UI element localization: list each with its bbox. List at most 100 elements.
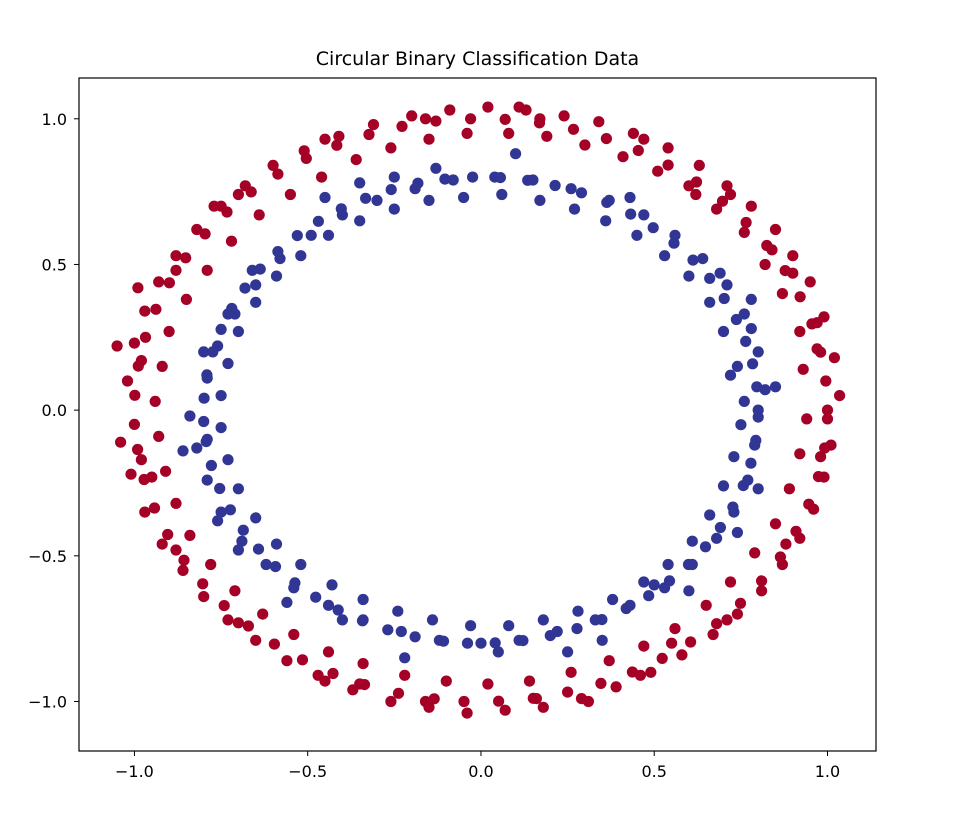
- data-point-red: [645, 666, 657, 678]
- data-point-blue: [721, 279, 733, 291]
- data-point-blue: [503, 620, 515, 632]
- data-point-red: [198, 591, 210, 603]
- data-point-red: [759, 258, 771, 271]
- data-point-red: [139, 305, 151, 317]
- data-point-red: [423, 133, 435, 145]
- data-point-blue: [717, 480, 730, 492]
- data-point-red: [163, 277, 175, 289]
- data-point-red: [428, 693, 440, 705]
- data-point-blue: [624, 191, 636, 204]
- data-point-blue: [568, 203, 581, 215]
- x-axis: −1.0 −0.5 0.0 0.5 1.0: [115, 751, 840, 781]
- data-point-blue: [534, 194, 546, 206]
- data-point-red: [652, 165, 664, 177]
- data-point-red: [567, 123, 580, 135]
- data-point-blue: [745, 293, 757, 305]
- data-point-red: [177, 564, 189, 577]
- data-point-blue: [752, 483, 764, 495]
- data-point-blue: [728, 506, 740, 518]
- data-point-blue: [659, 582, 671, 594]
- data-point-red: [666, 637, 678, 649]
- data-point-red: [461, 707, 473, 719]
- data-point-red: [794, 325, 806, 338]
- data-point-red: [180, 293, 192, 305]
- data-point-red: [222, 614, 234, 626]
- data-point-blue: [458, 191, 470, 204]
- data-point-blue: [699, 541, 712, 553]
- data-point-red: [769, 223, 782, 236]
- data-point-red: [156, 538, 168, 550]
- data-point-blue: [198, 346, 210, 358]
- data-point-blue: [752, 411, 764, 423]
- data-point-red: [153, 430, 165, 442]
- data-point-blue: [704, 296, 716, 308]
- data-point-blue: [336, 209, 348, 221]
- data-point-blue: [360, 192, 372, 204]
- data-point-red: [129, 389, 141, 401]
- data-point-red: [160, 465, 172, 477]
- data-point-blue: [385, 184, 397, 196]
- data-point-blue: [596, 634, 608, 646]
- data-point-blue: [191, 442, 203, 454]
- data-point-red: [787, 267, 799, 279]
- data-point-blue: [735, 419, 747, 431]
- data-point-blue: [527, 174, 539, 186]
- data-point-red: [156, 360, 168, 372]
- data-point-blue: [212, 515, 224, 527]
- y-tick-label: −1.0: [28, 692, 67, 711]
- data-point-blue: [332, 604, 344, 616]
- data-point-blue: [638, 576, 650, 588]
- data-point-red: [825, 439, 837, 451]
- data-point-red: [808, 503, 820, 515]
- data-point-red: [327, 667, 339, 680]
- data-point-red: [523, 675, 536, 687]
- data-point-blue: [600, 215, 612, 227]
- data-point-blue: [697, 253, 709, 265]
- data-point-blue: [336, 614, 348, 626]
- data-point-blue: [631, 229, 643, 241]
- data-point-blue: [215, 422, 227, 434]
- data-point-red: [499, 113, 511, 125]
- data-points: [111, 101, 846, 719]
- data-point-blue: [759, 384, 771, 396]
- data-point-red: [281, 655, 293, 667]
- data-point-red: [178, 554, 190, 566]
- data-point-red: [288, 628, 300, 641]
- data-point-red: [766, 244, 778, 256]
- data-point-red: [493, 695, 505, 707]
- data-point-blue: [562, 646, 574, 658]
- data-point-blue: [492, 646, 504, 658]
- data-point-blue: [319, 191, 331, 204]
- data-point-red: [354, 678, 366, 690]
- data-point-red: [367, 119, 380, 131]
- data-point-blue: [571, 623, 583, 635]
- data-point-blue: [537, 614, 549, 626]
- data-point-blue: [214, 482, 226, 495]
- data-point-blue: [201, 372, 213, 384]
- data-point-blue: [551, 625, 563, 638]
- data-point-red: [396, 120, 408, 132]
- data-point-blue: [305, 229, 317, 241]
- data-point-blue: [281, 596, 293, 609]
- data-point-blue: [270, 270, 283, 282]
- data-point-red: [700, 599, 712, 611]
- data-point-red: [218, 600, 230, 612]
- data-point-red: [711, 618, 723, 630]
- data-point-blue: [740, 335, 752, 347]
- data-point-red: [627, 127, 640, 139]
- data-point-red: [662, 159, 674, 171]
- data-point-red: [115, 436, 127, 448]
- data-point-red: [180, 252, 192, 264]
- data-point-red: [184, 529, 196, 542]
- y-tick-label: 0.5: [42, 255, 67, 274]
- data-point-red: [721, 614, 733, 626]
- data-point-red: [239, 180, 251, 192]
- data-point-red: [638, 640, 650, 652]
- data-point-red: [357, 658, 369, 670]
- data-point-red: [776, 558, 789, 571]
- data-point-red: [499, 704, 511, 716]
- data-point-red: [685, 636, 697, 648]
- data-point-blue: [310, 591, 322, 603]
- data-point-blue: [513, 634, 525, 646]
- data-point-red: [756, 575, 768, 587]
